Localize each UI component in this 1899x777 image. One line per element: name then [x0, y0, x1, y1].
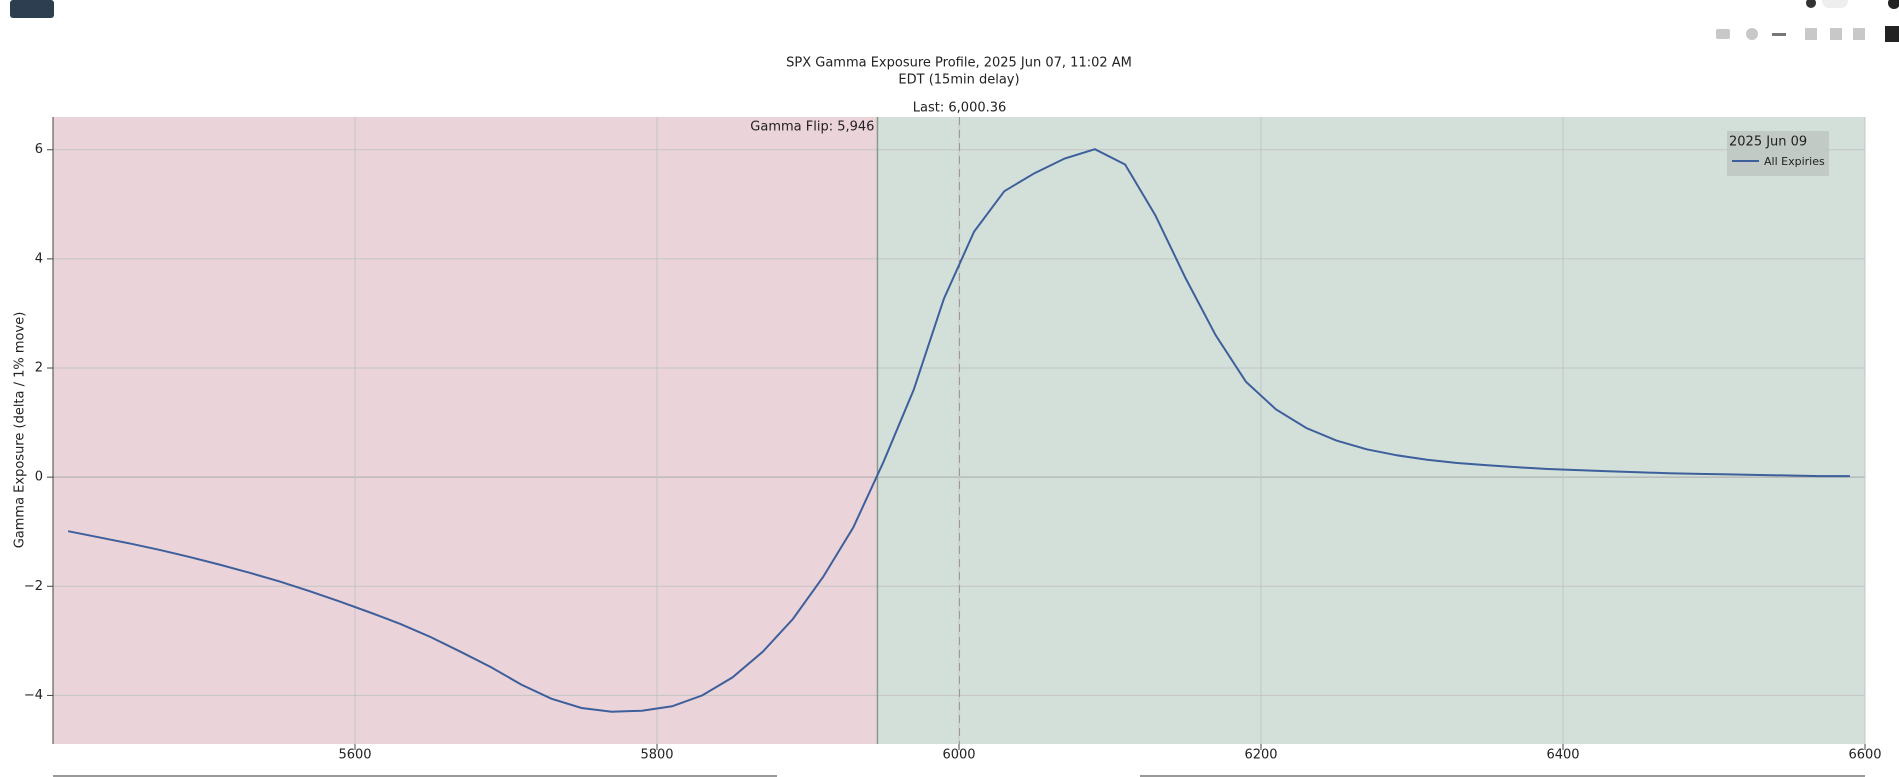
- y-axis-label: Gamma Exposure (delta / 1% move): [13, 312, 28, 549]
- legend-label: All Expiries: [1764, 155, 1825, 168]
- download-button[interactable]: [10, 0, 54, 18]
- x-tick-label: 5800: [640, 748, 673, 763]
- chart-title: EDT (15min delay): [898, 73, 1019, 88]
- chart-title: SPX Gamma Exposure Profile, 2025 Jun 07,…: [786, 56, 1132, 71]
- plotly-logo[interactable]: [1885, 26, 1899, 42]
- zoom-in-icon[interactable]: [1805, 28, 1817, 40]
- positive-gamma-region: [877, 117, 1865, 744]
- negative-gamma-region: [53, 117, 878, 744]
- reset-icon[interactable]: [1853, 28, 1865, 40]
- y-tick-label: −2: [24, 579, 43, 594]
- pan-icon[interactable]: [1772, 33, 1786, 36]
- legend-title: 2025 Jun 09: [1729, 135, 1807, 150]
- y-tick-label: 2: [35, 361, 43, 376]
- y-tick-label: 4: [35, 251, 43, 266]
- x-tick-label: 6600: [1848, 748, 1881, 763]
- camera-icon[interactable]: [1716, 29, 1730, 39]
- last-price-label: Last: 6,000.36: [913, 101, 1006, 116]
- x-tick-label: 6400: [1546, 748, 1579, 763]
- series-line: [67, 148, 1850, 713]
- y-tick-label: 6: [35, 142, 43, 157]
- zoom-out-icon[interactable]: [1830, 28, 1842, 40]
- y-tick-label: −4: [24, 688, 43, 703]
- toolbar: [1716, 0, 1899, 42]
- y-tick-label: 0: [35, 470, 43, 485]
- theme-toggle[interactable]: [1822, 0, 1848, 8]
- range-slider[interactable]: [53, 775, 777, 777]
- x-tick-label: 5600: [338, 748, 371, 763]
- moon-icon[interactable]: [1888, 0, 1899, 9]
- x-tick-label: 6000: [942, 748, 975, 763]
- range-slider[interactable]: [1140, 775, 1865, 777]
- sun-icon[interactable]: [1806, 0, 1816, 8]
- legend-box: [1727, 131, 1829, 176]
- zoom-icon[interactable]: [1746, 28, 1758, 40]
- x-tick-label: 6200: [1244, 748, 1277, 763]
- gamma-flip-label: Gamma Flip: 5,946: [750, 120, 874, 135]
